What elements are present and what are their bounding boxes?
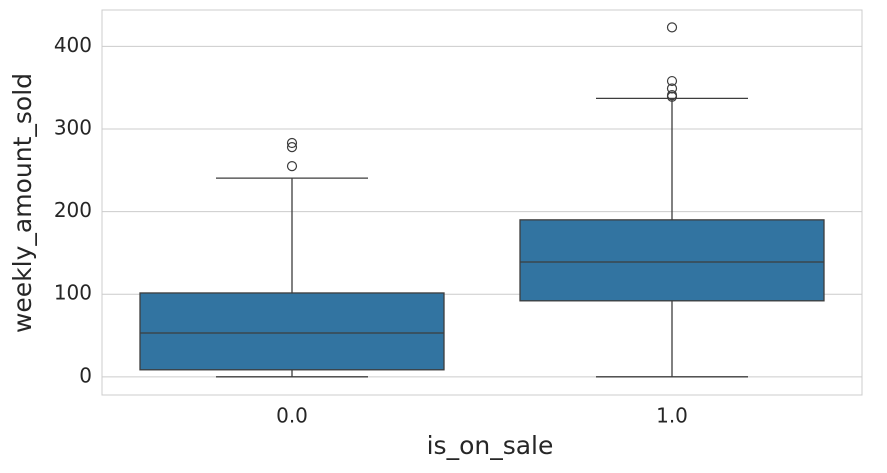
box [519, 219, 825, 302]
x-axis-label: is_on_sale [427, 431, 554, 460]
x-tick-label: 1.0 [656, 404, 688, 428]
outlier [666, 75, 678, 87]
outlier [286, 137, 298, 149]
y-tick-label: 0 [79, 363, 92, 387]
outlier [666, 22, 678, 33]
y-tick-label: 100 [54, 281, 92, 305]
outlier [286, 161, 298, 172]
outlier [666, 89, 678, 101]
y-tick-label: 400 [54, 33, 92, 57]
y-tick-label: 200 [54, 198, 92, 222]
y-axis-label: weekly_amount_sold [8, 73, 37, 333]
y-tick-label: 300 [54, 115, 92, 139]
x-tick-label: 0.0 [276, 404, 308, 428]
box [139, 292, 445, 371]
outlier [666, 83, 678, 94]
outlier [286, 142, 298, 153]
